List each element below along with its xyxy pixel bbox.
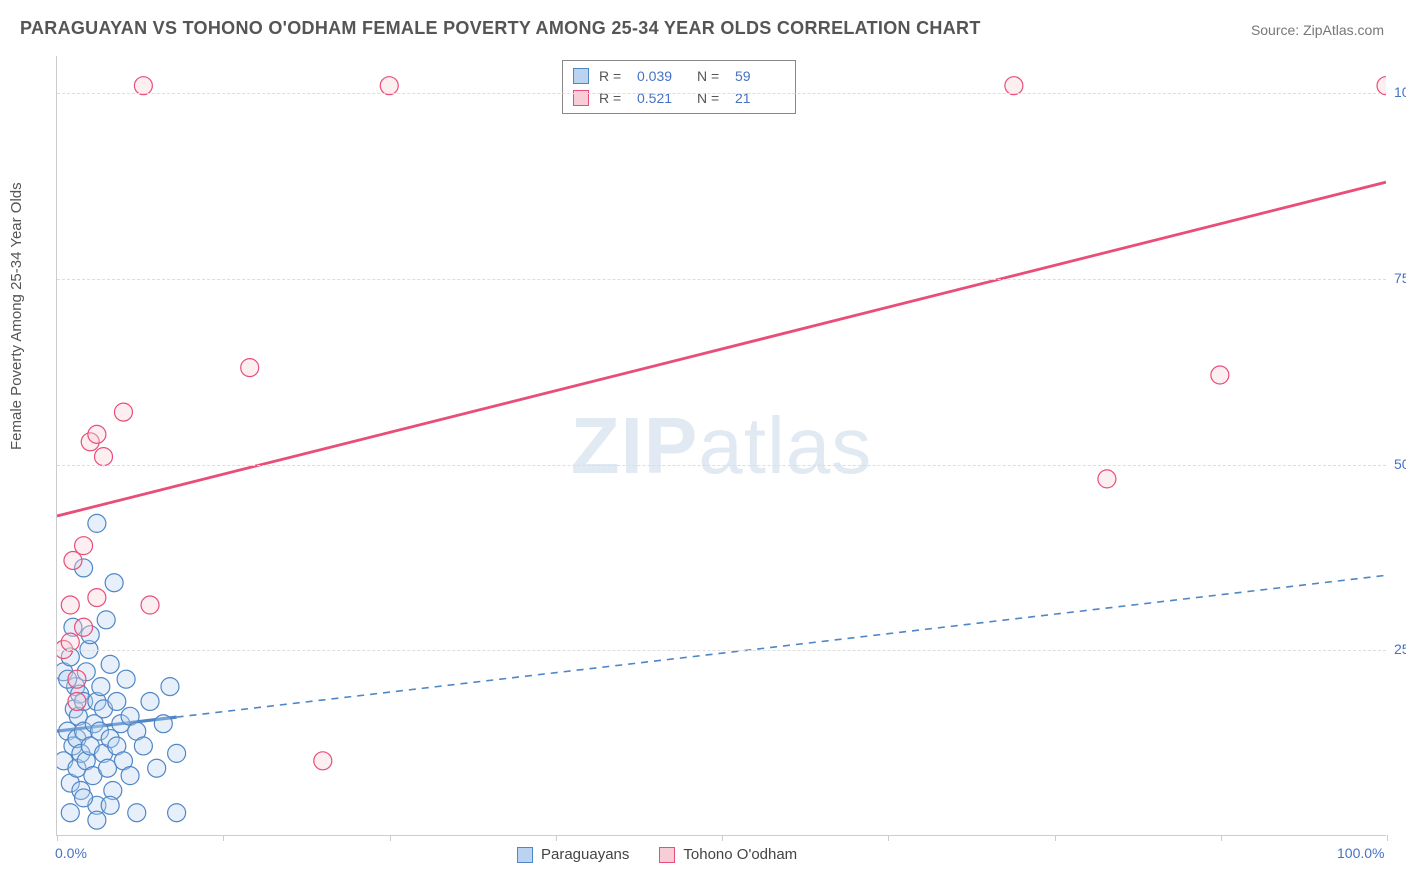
legend-item-b: Tohono O'odham: [659, 846, 797, 863]
swatch-series-a: [573, 68, 589, 84]
legend-row-series-b: R = 0.521 N = 21: [573, 87, 785, 109]
plot-area: ZIPatlas R = 0.039 N = 59 R = 0.521 N = …: [56, 56, 1386, 836]
series-legend: Paraguayans Tohono O'odham: [517, 846, 797, 863]
swatch-b-icon: [659, 847, 675, 863]
y-tick-label: 50.0%: [1394, 456, 1406, 472]
correlation-legend: R = 0.039 N = 59 R = 0.521 N = 21: [562, 60, 796, 114]
y-tick-label: 25.0%: [1394, 641, 1406, 657]
scatter-plot-svg: [57, 56, 1386, 835]
x-tick-label: 0.0%: [55, 845, 87, 861]
y-tick-label: 100.0%: [1394, 84, 1406, 100]
y-axis-label: Female Poverty Among 25-34 Year Olds: [8, 182, 25, 450]
legend-item-a: Paraguayans: [517, 846, 629, 863]
legend-row-series-a: R = 0.039 N = 59: [573, 65, 785, 87]
source-label: Source: ZipAtlas.com: [1251, 22, 1384, 38]
chart-title: PARAGUAYAN VS TOHONO O'ODHAM FEMALE POVE…: [20, 18, 981, 39]
y-tick-label: 75.0%: [1394, 270, 1406, 286]
swatch-a-icon: [517, 847, 533, 863]
chart-container: PARAGUAYAN VS TOHONO O'ODHAM FEMALE POVE…: [0, 0, 1406, 892]
x-tick-label: 100.0%: [1337, 845, 1384, 861]
